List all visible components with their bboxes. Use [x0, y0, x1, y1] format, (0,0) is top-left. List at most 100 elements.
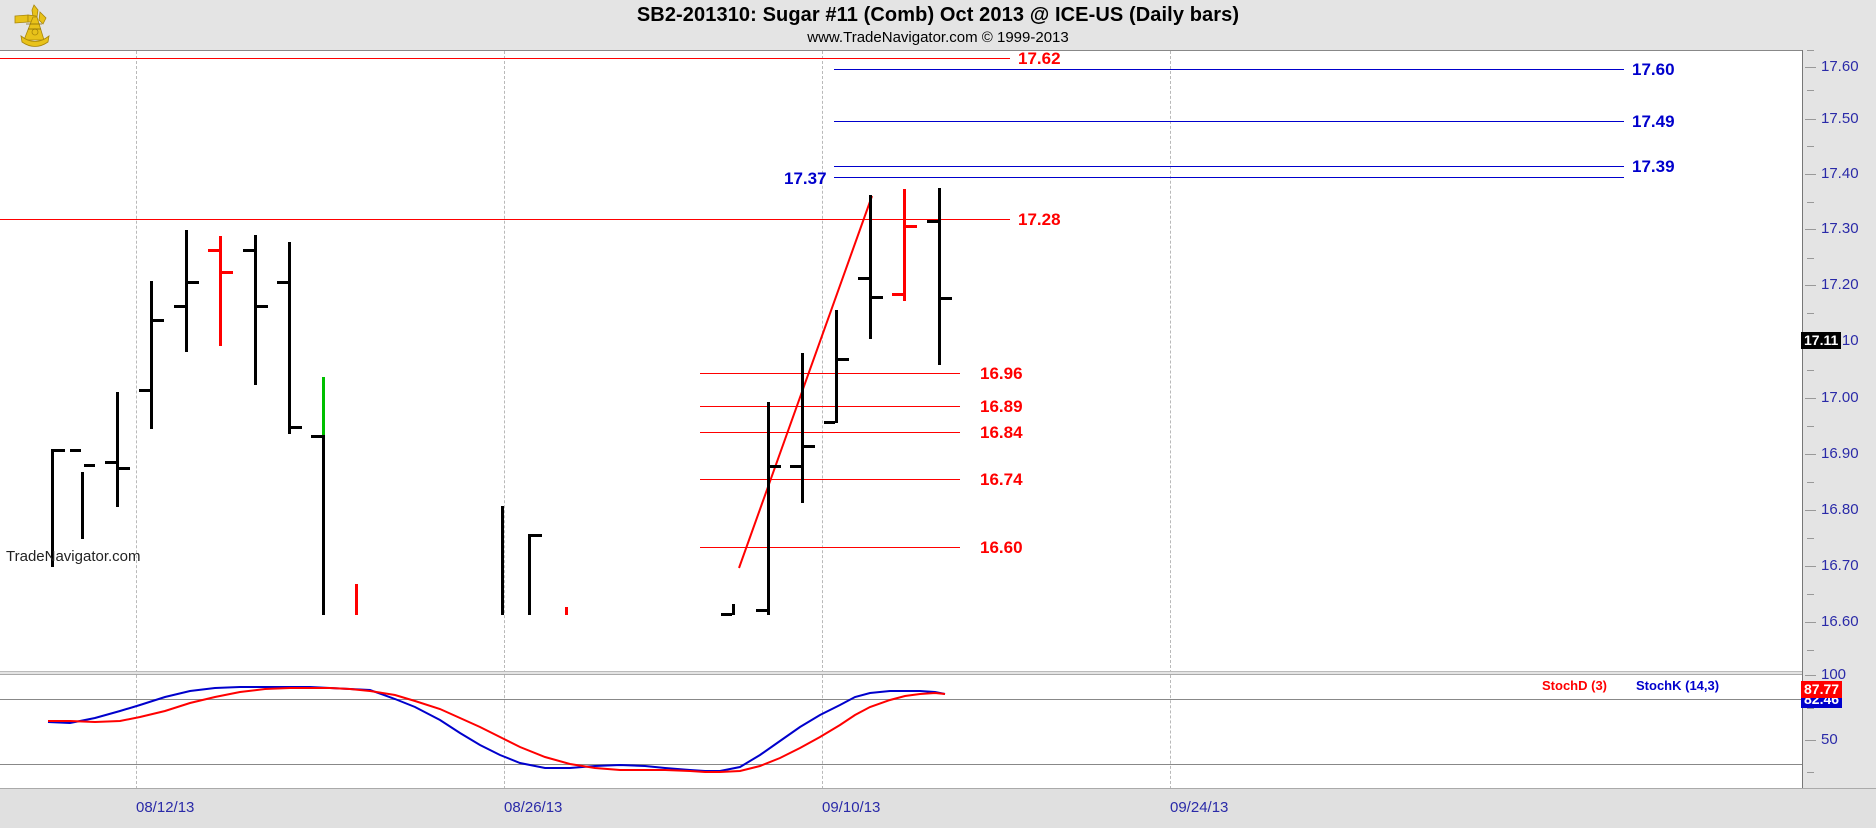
sextant-logo-icon — [14, 4, 50, 47]
blue-level-label: 17.49 — [1632, 112, 1675, 131]
axis-label: 16.60 — [1821, 613, 1859, 630]
axis-label: 16.70 — [1821, 557, 1859, 574]
ohlc-close-tick — [119, 467, 130, 470]
ohlc-close-tick — [291, 426, 302, 429]
ohlc-open-tick — [858, 277, 869, 280]
blue-level-line — [834, 166, 1624, 167]
ohlc-close-tick — [872, 296, 883, 299]
ohlc-open-tick — [70, 449, 81, 452]
page-title: SB2-201310: Sugar #11 (Comb) Oct 2013 @ … — [636, 4, 1240, 26]
ohlc-bar — [288, 242, 291, 434]
date-label: 09/10/13 — [822, 799, 881, 816]
axis-label: 17.30 — [1821, 220, 1859, 237]
ohlc-close-tick — [770, 465, 781, 468]
stoch-d-value-box: 87.77 — [1801, 681, 1843, 698]
ohlc-bar — [835, 310, 838, 423]
axis-minor-tick — [1807, 258, 1814, 259]
ohlc-close-tick — [188, 281, 199, 284]
blue-level-label: 17.60 — [1632, 60, 1675, 79]
stoch-axis-label: 50 — [1821, 731, 1838, 748]
price-chart-pane[interactable]: 17.62 17.28 16.96 16.89 16.84 16.74 16.6… — [0, 50, 1802, 672]
axis-label: 17.00 — [1821, 389, 1859, 406]
axis-minor-tick — [1807, 146, 1814, 147]
ohlc-bar — [355, 584, 358, 615]
axis-label: 17.40 — [1821, 165, 1859, 182]
ohlc-close-tick — [54, 449, 65, 452]
red-level-label: 16.84 — [980, 423, 1023, 442]
ohlc-open-tick — [892, 293, 903, 296]
axis-tick — [1805, 510, 1816, 511]
ohlc-open-tick — [243, 249, 254, 252]
blue-level-line — [834, 121, 1624, 122]
axis-label: 17.50 — [1821, 110, 1859, 127]
axis-tick — [1805, 566, 1816, 567]
axis-tick — [1805, 398, 1816, 399]
axis-minor-tick — [1807, 594, 1814, 595]
ohlc-bar — [528, 534, 531, 615]
date-label: 08/26/13 — [504, 799, 563, 816]
ohlc-bar — [903, 189, 906, 301]
ohlc-close-tick — [838, 358, 849, 361]
ohlc-close-tick — [531, 534, 542, 537]
date-gridline — [136, 51, 137, 671]
axis-tick — [1805, 622, 1816, 623]
ohlc-close-tick — [153, 319, 164, 322]
red-level-line — [0, 58, 1010, 59]
trendline — [738, 195, 873, 569]
red-level-line — [700, 373, 960, 374]
date-gridline — [504, 51, 505, 671]
red-level-line — [700, 432, 960, 433]
ohlc-open-tick — [139, 389, 150, 392]
stochastic-pane[interactable]: StochD (3) StochK (14,3) — [0, 674, 1802, 788]
ohlc-bar — [185, 230, 188, 352]
ohlc-open-tick — [824, 421, 835, 424]
date-label: 09/24/13 — [1170, 799, 1229, 816]
axis-label: 17.20 — [1821, 276, 1859, 293]
price-axis[interactable]: 17.60 17.50 17.40 17.30 17.20 17.10 17.0… — [1801, 50, 1876, 788]
date-axis[interactable]: 08/12/13 08/26/13 09/10/13 09/24/13 — [0, 788, 1876, 828]
red-level-label: 16.60 — [980, 538, 1023, 557]
ohlc-bar — [116, 392, 119, 507]
axis-tick — [1805, 174, 1816, 175]
red-level-label: 16.96 — [980, 364, 1023, 383]
date-gridline — [504, 675, 505, 788]
axis-label: 17.60 — [1821, 58, 1859, 75]
ohlc-bar — [254, 235, 257, 385]
ohlc-open-tick — [721, 613, 732, 616]
last-price-box: 17.11 — [1801, 332, 1842, 349]
stoch-k-line — [47, 686, 946, 772]
axis-minor-tick — [1807, 426, 1814, 427]
red-level-line — [0, 219, 1010, 220]
axis-minor-tick — [1807, 50, 1814, 51]
axis-tick — [1805, 67, 1816, 68]
ohlc-close-tick — [222, 271, 233, 274]
stoch-level-80 — [0, 699, 1802, 700]
red-level-label: 17.62 — [1018, 50, 1061, 68]
date-gridline — [136, 675, 137, 788]
axis-minor-tick — [1807, 370, 1814, 371]
ohlc-bar — [501, 506, 504, 615]
ohlc-bar — [51, 449, 54, 567]
blue-level-line — [834, 69, 1624, 70]
date-gridline — [822, 51, 823, 671]
ohlc-open-tick — [105, 461, 116, 464]
ohlc-bar — [938, 188, 941, 365]
axis-tick — [1805, 675, 1816, 676]
chart-subtitle: www.TradeNavigator.com © 1999-2013 — [807, 29, 1069, 46]
date-gridline — [822, 675, 823, 788]
ohlc-bar — [565, 607, 568, 615]
blue-level-label: 17.39 — [1632, 157, 1675, 176]
ohlc-open-tick — [311, 435, 322, 438]
blue-level-label: 17.37 — [784, 169, 827, 188]
date-gridline — [1170, 51, 1171, 671]
ohlc-close-tick — [941, 297, 952, 300]
ohlc-bar — [767, 402, 770, 615]
axis-label: 16.90 — [1821, 445, 1859, 462]
date-label: 08/12/13 — [136, 799, 195, 816]
axis-tick — [1805, 285, 1816, 286]
ohlc-open-tick — [277, 281, 288, 284]
axis-minor-tick — [1807, 650, 1814, 651]
stochastic-lines — [47, 686, 946, 773]
axis-tick — [1805, 229, 1816, 230]
